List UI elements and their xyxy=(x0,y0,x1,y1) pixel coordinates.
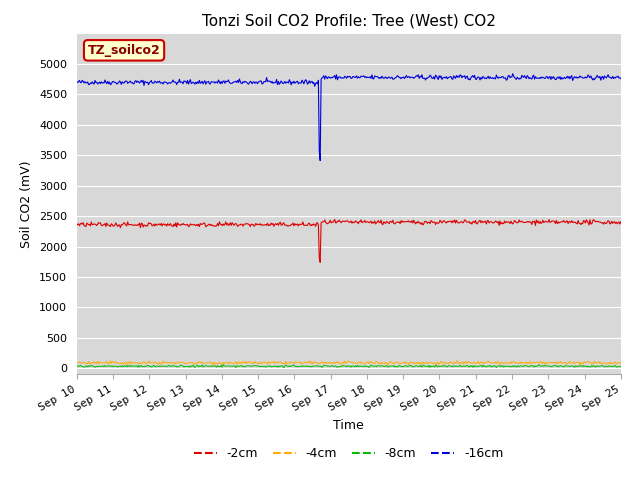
Y-axis label: Soil CO2 (mV): Soil CO2 (mV) xyxy=(20,160,33,248)
Text: TZ_soilco2: TZ_soilco2 xyxy=(88,44,161,57)
Legend: -2cm, -4cm, -8cm, -16cm: -2cm, -4cm, -8cm, -16cm xyxy=(189,442,508,465)
Title: Tonzi Soil CO2 Profile: Tree (West) CO2: Tonzi Soil CO2 Profile: Tree (West) CO2 xyxy=(202,13,496,28)
X-axis label: Time: Time xyxy=(333,419,364,432)
